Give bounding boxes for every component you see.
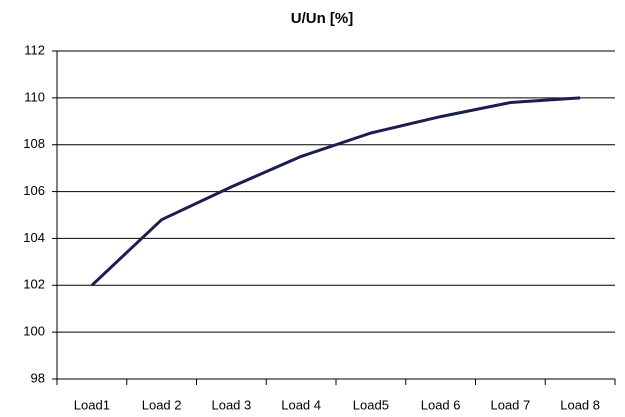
- y-tick-label: 102: [23, 277, 45, 292]
- y-tick-label: 110: [24, 89, 45, 104]
- x-tick-label: Load 4: [281, 397, 321, 412]
- y-tick-label: 108: [23, 136, 45, 151]
- y-tick-label: 98: [31, 370, 45, 385]
- x-tick-label: Load 6: [421, 397, 461, 412]
- y-tick-label: 106: [23, 183, 45, 198]
- x-tick-label: Load 8: [560, 397, 600, 412]
- x-tick-label: Load 3: [211, 397, 251, 412]
- x-tick-label: Load 2: [142, 397, 182, 412]
- y-tick-label: 112: [24, 42, 45, 57]
- chart-title: U/Un [%]: [291, 10, 354, 27]
- y-tick-label: 100: [23, 324, 45, 339]
- y-tick-label: 104: [23, 230, 45, 245]
- x-tick-label: Load1: [74, 397, 110, 412]
- x-tick-label: Load5: [353, 397, 389, 412]
- data-line: [90, 96, 581, 287]
- x-tick-label: Load 7: [490, 397, 530, 412]
